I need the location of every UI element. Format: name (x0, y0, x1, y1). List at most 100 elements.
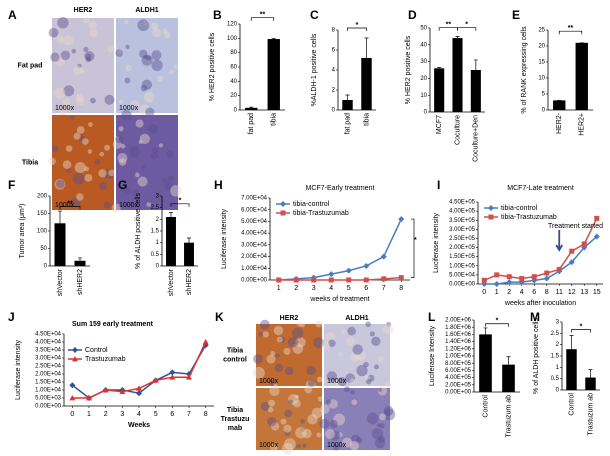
x-tick-label: Coculture (454, 115, 461, 145)
legend-marker (280, 210, 286, 216)
significance-label: ** (67, 200, 73, 207)
point (102, 387, 109, 393)
cell-texture (340, 329, 346, 335)
cell-texture (311, 407, 323, 419)
cell-texture (63, 85, 75, 97)
point (86, 395, 92, 401)
point (345, 267, 352, 274)
y-tick-label: 20 (230, 93, 237, 99)
cell-texture (275, 353, 280, 358)
point (494, 272, 500, 278)
cell-texture (55, 179, 65, 189)
panel-letter: C (310, 8, 319, 22)
cell-texture (120, 143, 126, 149)
cell-texture (57, 17, 69, 29)
cell-texture (62, 160, 72, 169)
column-header: HER2 (74, 7, 93, 14)
cell-texture (306, 365, 316, 376)
x-tick-label: 11 (556, 289, 563, 296)
cell-texture (379, 413, 387, 421)
x-tick-label: MCF7 (436, 115, 443, 134)
cell-texture (87, 149, 93, 154)
x-tick-label: 7 (187, 411, 191, 418)
y-tick-label: 4.50E+05 (449, 200, 476, 206)
x-tick-label: shHER2 (186, 269, 193, 295)
y-tick-label: 1.00E+05 (449, 263, 476, 269)
y-tick-label: 2.00E+04 (241, 254, 268, 260)
error-bar (473, 59, 478, 70)
cell-texture (58, 107, 67, 116)
cell-texture (349, 378, 356, 384)
cell-texture (377, 356, 385, 363)
y-axis-label: % of RANK expressing cells (521, 26, 528, 114)
cell-texture (333, 413, 346, 426)
cell-texture (103, 168, 115, 179)
cell-texture (139, 49, 148, 58)
y-tick-label: 4.00E+04 (35, 340, 62, 346)
significance-label: ** (260, 12, 266, 19)
cell-texture (146, 55, 152, 61)
error-bar (569, 335, 574, 350)
y-tick-label: 1 (556, 365, 560, 371)
y-tick-label: 2.50E+04 (35, 364, 62, 370)
point (581, 241, 587, 247)
x-tick-label: 1 (277, 285, 281, 292)
y-tick-label: 6.00E+05 (445, 368, 472, 374)
x-tick-label: 7 (382, 285, 386, 292)
cell-texture (141, 165, 146, 170)
point (328, 277, 334, 283)
cell-texture (161, 178, 168, 184)
significance-bracket (170, 203, 190, 207)
cell-texture (66, 106, 71, 111)
cell-texture (273, 383, 278, 388)
y-tick-label: 0.5 (551, 376, 560, 382)
cell-texture (143, 55, 148, 60)
bar (74, 260, 86, 266)
legend-label: tibia-Trastuzumab (293, 210, 349, 217)
y-axis-label: % of ALDH positive cells (533, 318, 540, 394)
x-tick-label: 0 (70, 411, 74, 418)
cell-texture (281, 443, 294, 455)
column-header: ALDH1 (345, 315, 368, 322)
bar (502, 364, 515, 392)
x-tick-label: HER2- (556, 112, 563, 134)
y-tick-label: 150 (37, 211, 48, 217)
error-bar (345, 94, 350, 100)
significance-bracket (347, 27, 367, 31)
cell-texture (278, 336, 285, 343)
x-tick-label: Control (482, 395, 489, 418)
cell-texture (328, 339, 336, 347)
cell-texture (293, 399, 301, 408)
y-tick-label: 0 (542, 108, 546, 114)
y-tick-label: 0 (332, 108, 336, 114)
point (346, 277, 352, 283)
y-tick-label: 50 (420, 26, 427, 32)
cell-texture (54, 178, 66, 190)
y-axis-label: % of ALDH positive cells (135, 193, 142, 269)
panel-letter: L (428, 310, 435, 324)
cell-texture (76, 193, 84, 201)
cell-texture (268, 379, 275, 386)
cell-texture (166, 150, 174, 158)
y-axis-label: Luciferase intensity (433, 213, 440, 273)
error-bar (169, 211, 173, 217)
cell-texture (169, 69, 174, 75)
cell-texture (382, 323, 394, 335)
y-tick-label: 80 (230, 50, 237, 56)
cell-texture (89, 28, 98, 38)
series-line (278, 276, 402, 281)
legend-marker (488, 214, 494, 220)
y-tick-label: 30 (420, 59, 427, 65)
error-bar (483, 327, 488, 335)
y-tick-label: 4.00E+05 (449, 209, 476, 215)
cell-texture (75, 96, 85, 106)
point (276, 277, 282, 283)
cell-texture (158, 143, 164, 148)
cell-texture (137, 19, 150, 32)
cell-texture (300, 418, 305, 424)
cell-texture (356, 364, 368, 377)
cell-texture (351, 434, 360, 444)
cell-texture (125, 44, 130, 50)
y-tick-label: 1.80E+06 (445, 325, 472, 331)
legend-label: tibia-control (501, 205, 538, 212)
